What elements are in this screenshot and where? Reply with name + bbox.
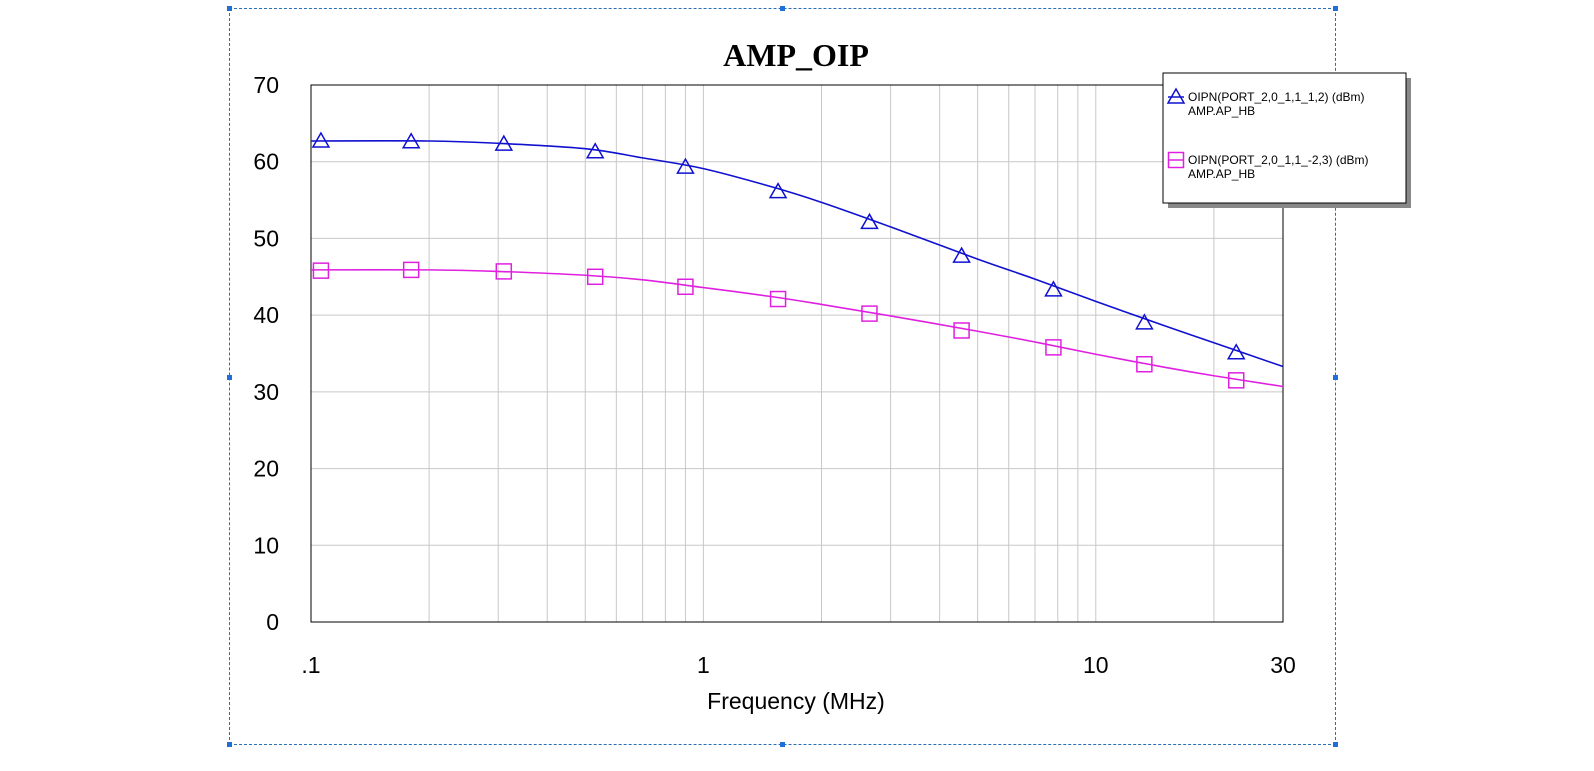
- legend-label-0: OIPN(PORT_2,0_1,1_1,2) (dBm): [1188, 90, 1365, 104]
- y-axis: 0 10 20 30 40 50 60 70: [253, 72, 279, 635]
- series-0-marker-3: [585, 142, 605, 159]
- resize-handle-bottom-left[interactable]: [227, 742, 232, 747]
- series-1-marker-1: [402, 261, 420, 279]
- legend-marker-0: [1166, 87, 1186, 104]
- legend[interactable]: OIPN(PORT_2,0_1,1_1,2) (dBm)AMP.AP_HBOIP…: [1162, 72, 1411, 208]
- y-tick-label-7: 70: [253, 72, 279, 98]
- legend-item-1[interactable]: OIPN(PORT_2,0_1,1_-2,3) (dBm)AMP.AP_HB: [1167, 151, 1369, 182]
- x-tick-label-3: 30: [1270, 652, 1296, 678]
- series-0-marker-7: [952, 246, 971, 263]
- plot-area-border: [310, 84, 1284, 623]
- series-1-marker-5: [769, 290, 787, 308]
- series-1-marker-9: [1136, 355, 1153, 373]
- series-0-marker-10: [1226, 343, 1246, 360]
- series-1-marker-2: [495, 263, 513, 280]
- series-0-marker-0: [311, 131, 331, 148]
- legend-label-1: OIPN(PORT_2,0_1,1_-2,3) (dBm): [1188, 153, 1369, 167]
- y-tick-label-5: 50: [253, 225, 279, 251]
- series-1-marker-0: [312, 262, 330, 279]
- y-tick-label-4: 40: [253, 302, 279, 328]
- resize-handle-bottom-center[interactable]: [780, 742, 785, 747]
- series-1-marker-8: [1045, 339, 1062, 356]
- series-0: [310, 131, 1284, 368]
- legend-marker-1: [1167, 151, 1185, 169]
- series-0-marker-9: [1135, 313, 1154, 330]
- resize-handle-bottom-right[interactable]: [1333, 742, 1338, 747]
- series-0-marker-2: [494, 134, 514, 151]
- series-0-marker-1: [401, 132, 421, 149]
- legend-sublabel-0: AMP.AP_HB: [1188, 104, 1255, 118]
- legend-box: [1162, 72, 1407, 204]
- x-tick-label-0: .1: [301, 652, 320, 678]
- series-0-marker-4: [676, 157, 695, 174]
- y-tick-label-0: 0: [266, 609, 279, 635]
- y-tick-label-6: 60: [253, 149, 279, 175]
- series-1-marker-7: [953, 322, 970, 339]
- series-line-0: [310, 140, 1284, 368]
- series-0-marker-8: [1044, 280, 1063, 297]
- series-0-marker-5: [768, 182, 788, 199]
- grid: [310, 84, 1284, 623]
- series-layer: [310, 131, 1284, 389]
- x-axis: .1 1 10 30: [301, 652, 1295, 678]
- series-1-marker-3: [586, 268, 604, 286]
- resize-handle-top-left[interactable]: [227, 6, 232, 11]
- series-line-1: [310, 268, 1284, 388]
- y-tick-label-1: 10: [253, 532, 279, 558]
- series-1-marker-4: [677, 278, 694, 296]
- series-1: [310, 261, 1284, 389]
- y-tick-label-3: 30: [253, 379, 279, 405]
- resize-handle-top-right[interactable]: [1333, 6, 1338, 11]
- chart-title: AMP_OIP: [723, 37, 869, 73]
- x-axis-label: Frequency (MHz): [707, 688, 885, 714]
- series-0-marker-6: [860, 212, 879, 230]
- resize-handle-middle-right[interactable]: [1333, 375, 1338, 380]
- x-tick-label-2: 10: [1083, 652, 1109, 678]
- legend-item-0[interactable]: OIPN(PORT_2,0_1,1_1,2) (dBm)AMP.AP_HB: [1166, 87, 1365, 118]
- x-tick-label-1: 1: [697, 652, 710, 678]
- series-1-marker-10: [1227, 372, 1245, 389]
- y-tick-label-2: 20: [253, 456, 279, 482]
- series-1-marker-6: [861, 305, 878, 322]
- chart-selection-frame[interactable]: [227, 6, 1338, 747]
- legend-sublabel-1: AMP.AP_HB: [1188, 167, 1255, 181]
- resize-handle-top-center[interactable]: [780, 6, 785, 11]
- resize-handle-middle-left[interactable]: [227, 375, 232, 380]
